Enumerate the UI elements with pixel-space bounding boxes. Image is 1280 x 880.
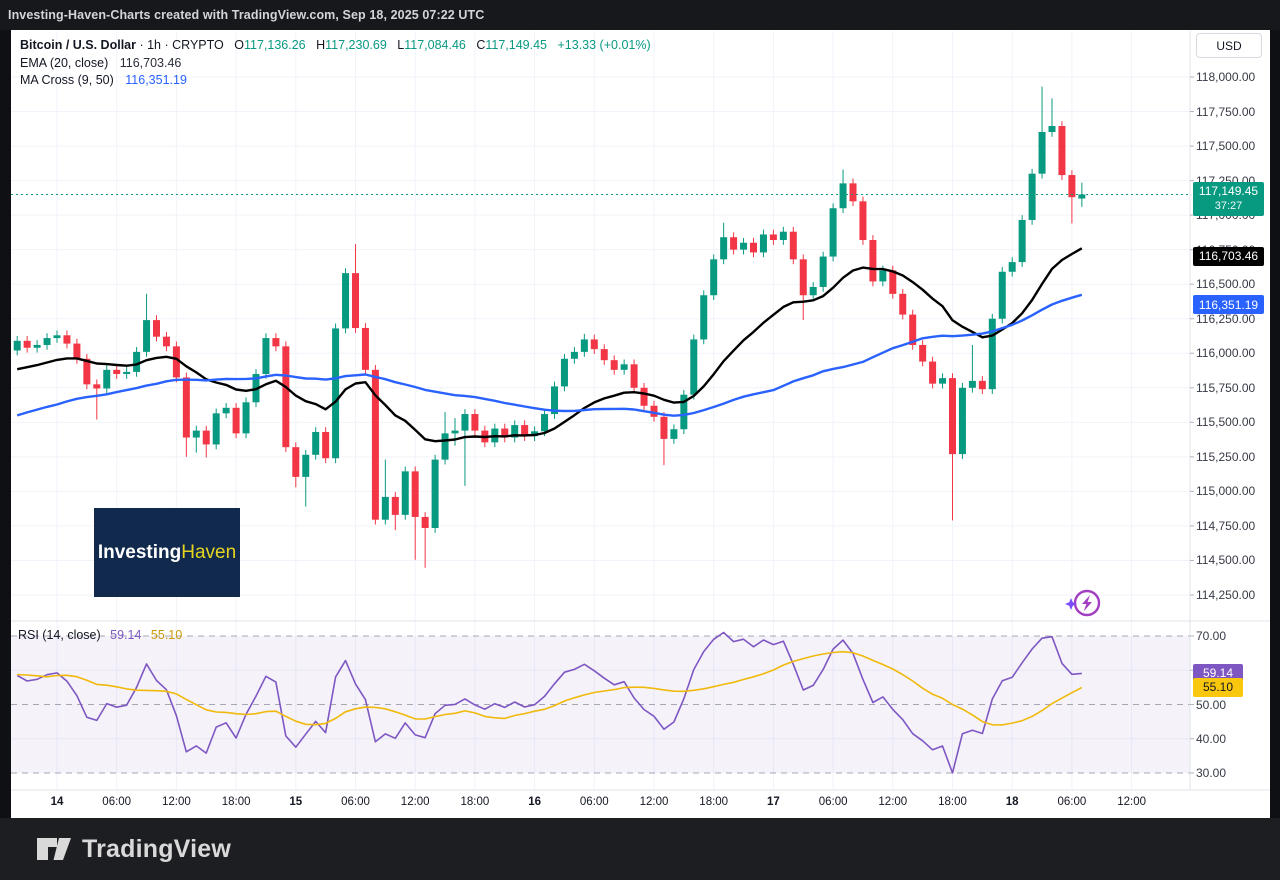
change-value: +13.33 (+0.01%) (557, 38, 651, 52)
rsi-label: RSI (14, close) (18, 628, 101, 642)
rsi-axis-label: 40.00 (1196, 731, 1227, 746)
price-axis-label: 115,500.00 (1196, 415, 1256, 430)
symbol-title: Bitcoin / U.S. Dollar (20, 38, 136, 52)
rsi-axis-label: 50.00 (1196, 697, 1227, 712)
price-axis-label: 115,250.00 (1196, 449, 1256, 464)
watermark-bar: Investing-Haven-Charts created with Trad… (0, 0, 1280, 30)
time-axis-label: 06:00 (1057, 796, 1087, 808)
time-axis-label: 06:00 (579, 796, 609, 808)
last-price-value: 117,149.45 (1198, 184, 1259, 199)
sparkle-star-icon (1065, 598, 1077, 610)
time-axis-label: 12:00 (1117, 796, 1146, 808)
bar-countdown: 37:27 (1214, 200, 1243, 213)
time-axis-label: 14 (50, 796, 64, 808)
price-axis-label: 115,000.00 (1196, 484, 1256, 499)
price-axis-label: 115,750.00 (1196, 380, 1256, 395)
rsi-legend[interactable]: RSI (14, close) 59.14 55.10 (18, 628, 182, 642)
price-axis-label: 118,000.00 (1196, 70, 1256, 84)
price-axis-label: 116,250.00 (1196, 311, 1256, 326)
symbol-meta: · 1h · CRYPTO (136, 38, 224, 52)
price-axis-label: 117,500.00 (1196, 139, 1256, 154)
price-axis-label: 114,250.00 (1196, 587, 1256, 602)
rsi-value: 59.14 (110, 628, 142, 642)
lightning-bolt-icon (1082, 595, 1092, 612)
time-axis-label: 16 (528, 796, 541, 808)
open-value: 117,136.26 (243, 38, 306, 52)
time-axis-label: 12:00 (400, 796, 430, 808)
price-axis-label: 116,500.00 (1196, 277, 1256, 292)
ma-cross-value: 116,351.19 (125, 73, 187, 87)
time-axis-label: 06:00 (818, 796, 848, 808)
close-label: C (476, 38, 486, 52)
time-axis-label: 18:00 (938, 796, 967, 808)
ma-price-badge: 116,351.19 (1193, 295, 1264, 315)
ema-label: EMA (20, close) (20, 56, 109, 70)
last-price-badge: 117,149.45 37:27 (1193, 182, 1264, 217)
ma-cross-legend[interactable]: MA Cross (9, 50) 116,351.19 (20, 73, 187, 87)
ema-price-badge: 116,703.46 (1193, 246, 1264, 266)
spark-lightning-icon[interactable] (1063, 585, 1105, 623)
time-axis-label: 06:00 (341, 796, 370, 808)
spark-circle (1073, 589, 1101, 617)
tradingview-brand-text[interactable]: TradingView (82, 834, 232, 863)
ema-value: 116,703.46 (119, 56, 182, 70)
rsi-ma-value-badge: 55.10 (1193, 677, 1243, 697)
currency-button[interactable]: USD (1196, 33, 1262, 58)
time-axis-label: 18:00 (699, 796, 729, 808)
symbol-legend[interactable]: Bitcoin / U.S. Dollar · 1h · CRYPTO O117… (20, 38, 651, 52)
time-axis-label: 18 (1005, 796, 1019, 808)
rsi-axis-label: 70.00 (1196, 629, 1227, 643)
time-axis-label: 18:00 (221, 796, 251, 808)
high-label: H (316, 38, 326, 52)
logo-text-investing: Investing (97, 541, 182, 563)
time-axis-label: 06:00 (102, 796, 132, 808)
time-axis-label: 17 (766, 796, 780, 808)
high-value: 117,230.69 (325, 38, 387, 52)
price-axis-label: 114,750.00 (1196, 518, 1256, 533)
ma-cross-label: MA Cross (9, 50) (20, 73, 114, 87)
time-axis-label: 12:00 (878, 796, 908, 808)
rsi-ma-value: 55.10 (150, 628, 183, 642)
price-axis-label: 117,750.00 (1196, 104, 1256, 119)
time-axis-label: 15 (289, 796, 303, 808)
open-label: O (234, 38, 244, 52)
time-axis-label: 12:00 (639, 796, 669, 808)
close-value: 117,149.45 (485, 38, 548, 52)
low-label: L (397, 38, 405, 52)
footer-bar: TradingView (0, 818, 1280, 880)
tradingview-logo-icon[interactable] (36, 834, 72, 864)
price-axis-label: 116,000.00 (1196, 346, 1256, 361)
low-value: 117,084.46 (404, 38, 466, 52)
investinghaven-logo: InvestingHaven (94, 508, 240, 597)
price-axis-label: 114,500.00 (1196, 553, 1256, 568)
logo-text-haven: Haven (181, 541, 237, 563)
ema-legend[interactable]: EMA (20, close) 116,703.46 (20, 56, 181, 70)
time-axis-label: 12:00 (162, 796, 191, 808)
rsi-axis-label: 30.00 (1196, 766, 1227, 780)
time-axis-label: 18:00 (460, 796, 490, 808)
watermark-text: Investing-Haven-Charts created with Trad… (8, 8, 485, 22)
